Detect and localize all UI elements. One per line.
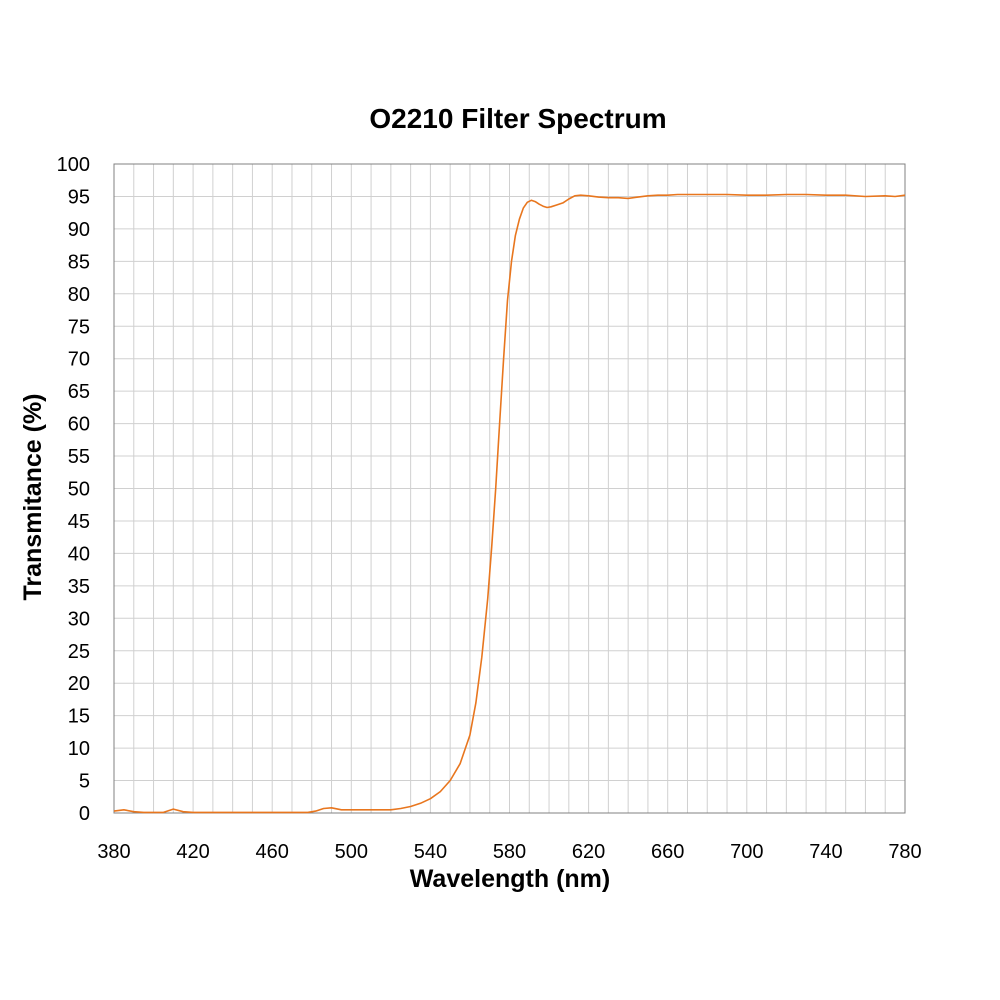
x-tick-label: 660	[651, 841, 684, 863]
y-tick-label: 85	[68, 251, 90, 273]
y-tick-label: 80	[68, 284, 90, 306]
chart-title: O2210 Filter Spectrum	[369, 103, 666, 134]
x-tick-label: 420	[176, 841, 209, 863]
series-lines	[113, 193, 906, 814]
y-tick-label: 35	[68, 576, 90, 598]
y-tick-label: 30	[68, 608, 90, 630]
x-tick-label: 380	[97, 841, 130, 863]
y-tick-label: 25	[68, 641, 90, 663]
x-tick-label: 500	[335, 841, 368, 863]
y-tick-label: 95	[68, 186, 90, 208]
x-tick-label: 460	[256, 841, 289, 863]
y-tick-label: 5	[79, 771, 90, 793]
y-tick-labels: 0 5 10 15 20 25 30 35 40 45 50 55 60 65 70 75 80 85 90 95 10…	[57, 154, 90, 825]
y-axis-label: Transmitance (%)	[19, 393, 47, 600]
y-tick-label: 0	[79, 803, 90, 825]
x-tick-label: 620	[572, 841, 605, 863]
y-tick-label: 45	[68, 511, 90, 533]
x-tick-label: 540	[414, 841, 447, 863]
y-tick-label: 10	[68, 738, 90, 760]
y-tick-label: 20	[68, 673, 90, 695]
y-tick-label: 70	[68, 349, 90, 371]
plot-area-border	[113, 163, 906, 814]
y-tick-label: 60	[68, 414, 90, 436]
transmittance-series-line	[113, 193, 906, 814]
x-tick-label: 580	[493, 841, 526, 863]
x-tick-label: 700	[730, 841, 763, 863]
x-tick-labels: 380 420 460 500 540 580 620 660 700 740 780	[97, 841, 921, 863]
y-tick-label: 65	[68, 381, 90, 403]
y-tick-label: 55	[68, 446, 90, 468]
y-tick-label: 75	[68, 316, 90, 338]
x-tick-label: 780	[888, 841, 921, 863]
grid-lines	[114, 164, 905, 813]
y-tick-label: 90	[68, 219, 90, 241]
y-tick-label: 15	[68, 706, 90, 728]
x-axis-label: Wavelength (nm)	[410, 865, 610, 893]
y-tick-label: 100	[57, 154, 90, 176]
y-tick-label: 40	[68, 543, 90, 565]
x-tick-label: 740	[809, 841, 842, 863]
y-tick-label: 50	[68, 479, 90, 501]
